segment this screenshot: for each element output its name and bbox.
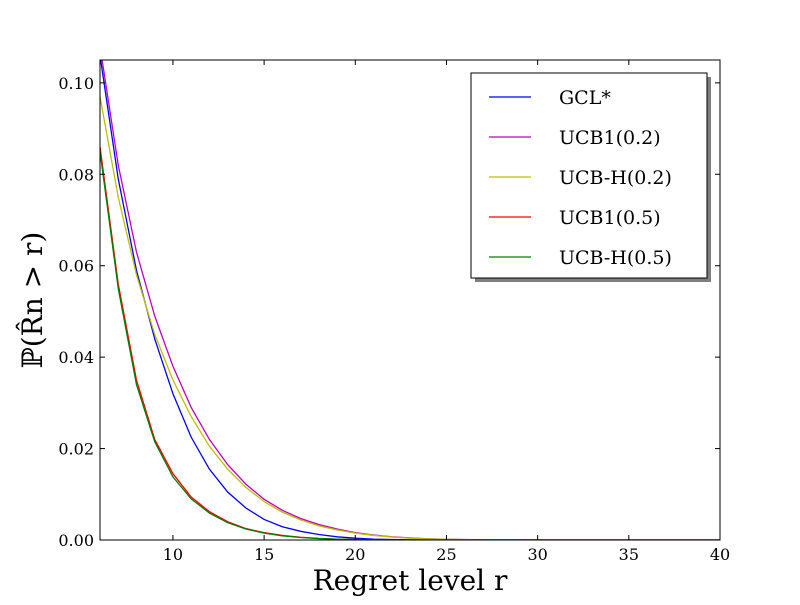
- plot-frame: [99, 59, 721, 541]
- y-tick-label: 0.06: [58, 257, 94, 276]
- x-tick-label: 25: [436, 545, 456, 564]
- series-line-2: [100, 96, 720, 540]
- legend-box: [470, 72, 708, 279]
- x-tick-label: 30: [527, 545, 547, 564]
- legend-label-3: UCB1(0.5): [559, 207, 661, 229]
- y-tick-label: 0.02: [58, 440, 94, 459]
- x-tick-label: 20: [345, 545, 365, 564]
- y-tick-label: 0.08: [58, 165, 94, 184]
- x-axis-label: Regret level r: [313, 564, 508, 597]
- y-axis-label: ℙ(R̂n > r): [16, 232, 49, 369]
- y-tick-label: 0.10: [58, 74, 94, 93]
- tick-layer: 10 15 20 25 30 35 40 0.00 0.02 0.04 0.06 0.08 0.10: [58, 60, 730, 564]
- y-tick-label: 0.00: [58, 531, 94, 550]
- legend: GCL* UCB1(0.2) UCB-H(0.2) UCB1(0.5) UCB-H(0.…: [470, 72, 711, 282]
- x-tick-label: 15: [254, 545, 274, 564]
- x-tick-label: 40: [710, 545, 730, 564]
- legend-label-4: UCB-H(0.5): [559, 247, 672, 269]
- legend-label-1: UCB1(0.2): [559, 127, 661, 149]
- legend-label-2: UCB-H(0.2): [559, 167, 672, 189]
- x-tick-label: 10: [163, 545, 183, 564]
- y-tick-label: 0.04: [58, 348, 94, 367]
- x-tick-label: 35: [619, 545, 639, 564]
- legend-label-0: GCL*: [559, 87, 611, 109]
